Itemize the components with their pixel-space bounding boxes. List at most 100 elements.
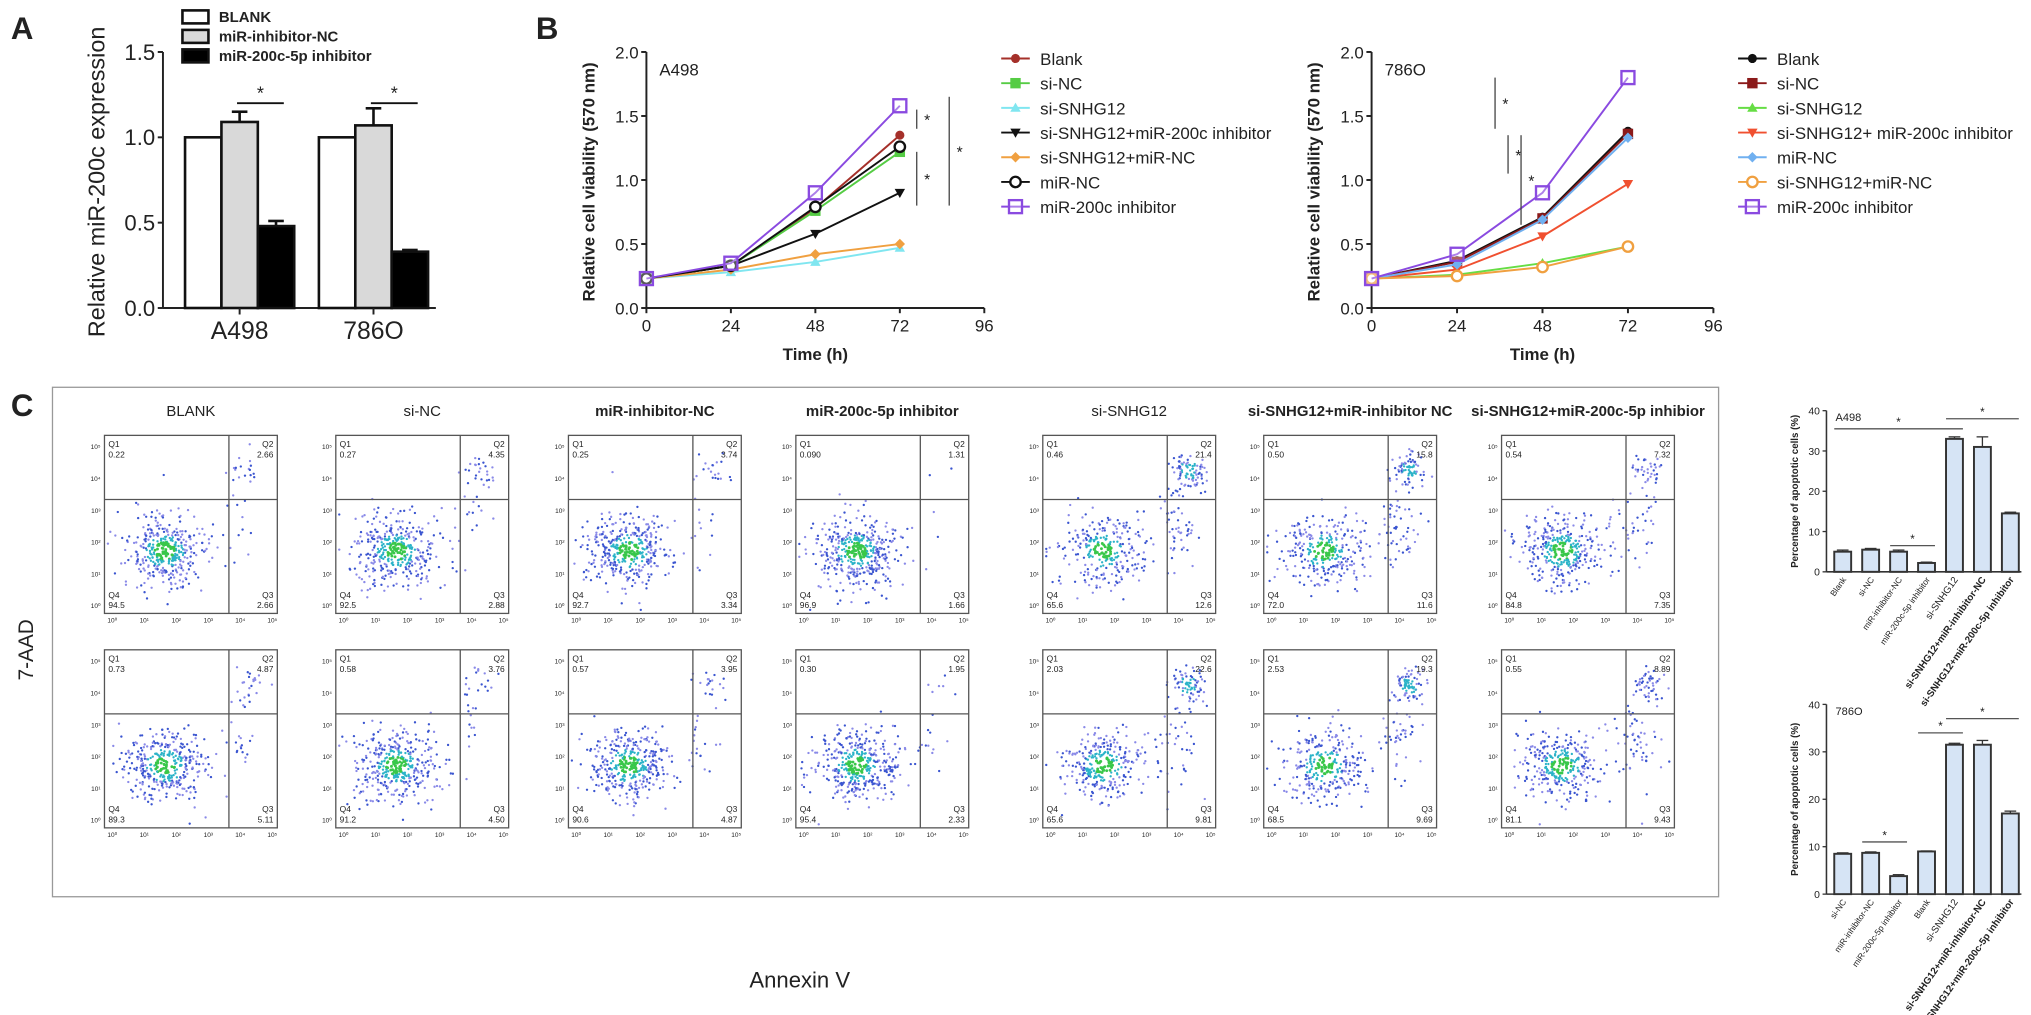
- x-tick-label: 10⁵: [499, 618, 509, 625]
- event-dot: [631, 568, 634, 571]
- event-dot: [609, 761, 613, 765]
- event-dot: [862, 503, 865, 507]
- event-dot: [840, 558, 843, 561]
- event-dot: [1307, 566, 1311, 570]
- event-dot: [883, 752, 886, 756]
- event-dot: [1182, 461, 1186, 464]
- event-dot: [596, 527, 600, 530]
- event-dot: [173, 554, 177, 558]
- event-dot: [155, 524, 158, 528]
- event-dot: [836, 525, 840, 528]
- event-dot: [645, 778, 649, 781]
- event-dot: [155, 556, 159, 559]
- event-dot: [148, 549, 152, 553]
- event-dot: [823, 567, 826, 570]
- event-dot: [391, 749, 394, 753]
- event-dot: [876, 581, 879, 584]
- event-dot: [248, 459, 252, 463]
- event-dot: [171, 531, 174, 534]
- event-dot: [128, 535, 131, 538]
- event-dot: [1608, 525, 1611, 528]
- event-dot: [1093, 528, 1096, 531]
- event-dot: [1177, 478, 1180, 481]
- event-dot: [376, 778, 380, 781]
- event-dot: [704, 462, 707, 465]
- event-dot: [128, 767, 132, 770]
- event-dot: [1405, 548, 1408, 551]
- event-dot: [189, 545, 192, 549]
- event-dot: [243, 705, 246, 709]
- event-dot: [1407, 468, 1410, 472]
- event-dot: [1584, 547, 1587, 551]
- event-dot: [950, 467, 953, 470]
- event-dot: [248, 672, 252, 675]
- event-dot: [866, 756, 870, 760]
- event-dot: [141, 774, 145, 777]
- event-dot: [421, 761, 424, 764]
- event-dot: [1546, 531, 1549, 534]
- event-dot: [1550, 544, 1553, 547]
- event-dot: [573, 562, 576, 565]
- event-dot: [693, 534, 697, 538]
- event-dot: [833, 531, 836, 534]
- event-dot: [861, 551, 865, 555]
- event-dot: [591, 553, 594, 556]
- event-dot: [861, 793, 865, 796]
- event-dot: [1076, 553, 1080, 556]
- event-dot: [371, 800, 375, 803]
- event-dot: [178, 579, 181, 582]
- event-dot: [596, 540, 600, 544]
- event-dot: [1391, 539, 1395, 543]
- event-dot: [889, 769, 892, 773]
- quadrant-name: Q4: [572, 590, 584, 600]
- event-dot: [610, 545, 613, 548]
- event-dot: [248, 700, 251, 704]
- event-dot: [177, 566, 180, 569]
- event-dot: [600, 757, 604, 760]
- x-tick-label: 0: [642, 316, 651, 335]
- event-dot: [164, 780, 167, 784]
- event-dot: [884, 792, 887, 795]
- legend-label: si-SNHG12: [1777, 99, 1862, 118]
- event-dot: [1388, 507, 1392, 510]
- event-dot: [136, 795, 139, 798]
- event-dot: [376, 547, 380, 551]
- legend-label: si-SNHG12+miR-NC: [1777, 173, 1932, 192]
- event-dot: [1316, 572, 1319, 576]
- event-dot: [1565, 562, 1569, 566]
- event-dot: [611, 562, 615, 565]
- event-dot: [1644, 480, 1647, 484]
- event-dot: [1293, 546, 1297, 549]
- quadrant-name: Q1: [800, 439, 812, 449]
- event-dot: [928, 474, 931, 477]
- event-dot: [166, 530, 169, 533]
- x-tick-label: 10²: [636, 618, 646, 625]
- event-dot: [859, 572, 862, 575]
- event-dot: [395, 539, 398, 543]
- event-dot: [155, 780, 158, 784]
- event-dot: [429, 747, 433, 750]
- event-dot: [203, 738, 206, 741]
- event-dot: [840, 563, 843, 567]
- event-dot: [234, 741, 238, 744]
- event-dot: [613, 558, 616, 561]
- event-dot: [376, 540, 379, 543]
- event-dot: [649, 540, 652, 543]
- event-dot: [641, 727, 644, 730]
- event-dot: [1398, 456, 1401, 459]
- event-dot: [882, 748, 886, 751]
- event-dot: [1583, 558, 1587, 561]
- event-dot: [164, 770, 168, 774]
- event-dot: [165, 763, 168, 767]
- event-dot: [170, 774, 173, 778]
- event-dot: [1056, 545, 1060, 549]
- event-dot: [1118, 580, 1121, 584]
- event-dot: [230, 721, 233, 724]
- event-dot: [1192, 474, 1195, 477]
- event-dot: [695, 719, 699, 723]
- event-dot: [857, 542, 860, 546]
- y-tick-label: 10⁴: [1488, 476, 1498, 483]
- flow-plot-frame: [1500, 434, 1676, 615]
- panel-label-a: A: [11, 11, 34, 46]
- event-dot: [1589, 514, 1593, 517]
